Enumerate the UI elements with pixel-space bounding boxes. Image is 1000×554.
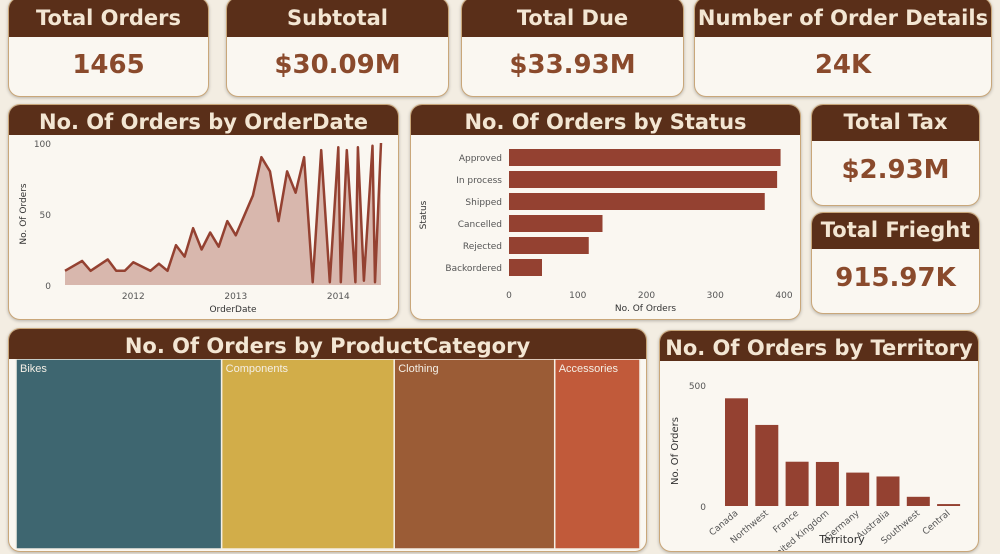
category-block bbox=[15, 359, 223, 550]
orders-by-category-card: No. Of Orders by ProductCategory Bikes Co… bbox=[8, 328, 647, 552]
total-orders-title: Total Orders bbox=[9, 0, 208, 37]
category-block bbox=[393, 359, 556, 550]
x-tick-label: 2013 bbox=[224, 292, 247, 302]
orders-by-territory-title: No. Of Orders by Territory bbox=[660, 331, 978, 361]
category-label: Bikes bbox=[20, 363, 47, 375]
x-axis-title: OrderDate bbox=[209, 305, 257, 315]
y-tick-label: 50 bbox=[40, 211, 52, 221]
total-tax-value: $2.93M bbox=[841, 155, 950, 185]
total-tax-card: Total Tax $2.93M bbox=[811, 104, 980, 206]
territory-label: Central bbox=[921, 509, 953, 538]
x-axis-title: Territory bbox=[818, 533, 865, 546]
total-freight-card: Total Frieght 915.97K bbox=[811, 212, 980, 314]
order-details-value: 24K bbox=[814, 50, 872, 80]
order-details-card: Number of Order Details 24K bbox=[694, 0, 992, 97]
orders-by-territory-card: No. Of Orders by Territory 0 500 Canada Nor… bbox=[659, 330, 979, 552]
status-label: Shipped bbox=[465, 198, 502, 208]
status-bar bbox=[509, 149, 781, 166]
total-orders-card: Total Orders 1465 bbox=[8, 0, 209, 97]
category-block bbox=[220, 359, 395, 550]
territory-bar bbox=[815, 461, 839, 506]
y-tick-label: 0 bbox=[700, 503, 706, 513]
orders-by-status-title: No. Of Orders by Status bbox=[411, 105, 800, 135]
status-label: Approved bbox=[459, 154, 502, 164]
status-label: Cancelled bbox=[458, 220, 502, 230]
orders-area bbox=[65, 143, 381, 285]
status-label: In process bbox=[456, 176, 502, 186]
status-label: Rejected bbox=[463, 242, 502, 252]
x-tick-label: 0 bbox=[506, 291, 512, 301]
total-due-card: Total Due $33.93M bbox=[461, 0, 684, 97]
x-tick-label: 2014 bbox=[327, 292, 350, 302]
territory-bar bbox=[937, 504, 961, 506]
x-tick-label: 400 bbox=[775, 291, 792, 301]
territory-bar bbox=[846, 472, 870, 506]
y-axis-title: Status bbox=[419, 200, 429, 229]
category-block bbox=[553, 359, 641, 550]
territory-bar bbox=[725, 398, 748, 506]
subtotal-card: Subtotal $30.09M bbox=[226, 0, 449, 97]
orders-by-date-chart: 0 50 100 2012 2013 2014 OrderDate No. Of Orders bbox=[19, 140, 383, 315]
orders-by-date-title: No. Of Orders by OrderDate bbox=[9, 105, 398, 135]
total-due-title: Total Due bbox=[462, 0, 683, 37]
x-tick-label: 2012 bbox=[122, 292, 145, 302]
y-axis-title: No. Of Orders bbox=[19, 183, 29, 244]
category-label: Accessories bbox=[559, 363, 619, 375]
status-bar bbox=[509, 215, 603, 232]
orders-by-category-title: No. Of Orders by ProductCategory bbox=[9, 329, 646, 359]
territory-bar bbox=[876, 476, 900, 506]
x-tick-label: 200 bbox=[638, 291, 655, 301]
subtotal-title: Subtotal bbox=[227, 0, 448, 37]
territory-bar bbox=[785, 461, 809, 506]
x-tick-label: 100 bbox=[569, 291, 586, 301]
total-freight-value: 915.97K bbox=[835, 263, 956, 293]
status-bar bbox=[509, 193, 765, 210]
category-label: Components bbox=[226, 363, 289, 375]
total-freight-title: Total Frieght bbox=[812, 213, 979, 249]
total-orders-value: 1465 bbox=[72, 50, 145, 80]
status-bar bbox=[509, 259, 542, 276]
y-axis-title: No. Of Orders bbox=[670, 417, 681, 485]
status-bar bbox=[509, 237, 589, 254]
total-due-value: $33.93M bbox=[509, 50, 636, 80]
order-details-title: Number of Order Details bbox=[695, 0, 991, 37]
x-axis-title: No. Of Orders bbox=[615, 304, 676, 314]
territory-bar bbox=[906, 496, 930, 506]
y-tick-label: 0 bbox=[45, 282, 51, 292]
territory-bar bbox=[755, 424, 779, 506]
y-tick-label: 100 bbox=[34, 140, 51, 150]
x-tick-label: 300 bbox=[707, 291, 724, 301]
total-tax-title: Total Tax bbox=[812, 105, 979, 141]
status-label: Backordered bbox=[445, 264, 502, 274]
orders-by-status-chart: Approved In process Shipped Cancelled Reject… bbox=[419, 149, 793, 314]
category-label: Clothing bbox=[398, 363, 438, 375]
orders-by-date-card: No. Of Orders by OrderDate 0 50 100 2012 201… bbox=[8, 104, 399, 320]
subtotal-value: $30.09M bbox=[274, 50, 401, 80]
orders-by-status-card: No. Of Orders by Status Approved In proce… bbox=[410, 104, 801, 320]
orders-line bbox=[64, 142, 383, 284]
status-bar bbox=[509, 171, 778, 188]
y-tick-label: 500 bbox=[689, 382, 706, 392]
orders-by-category-treemap: Bikes Components Clothing Accessories bbox=[15, 359, 641, 550]
